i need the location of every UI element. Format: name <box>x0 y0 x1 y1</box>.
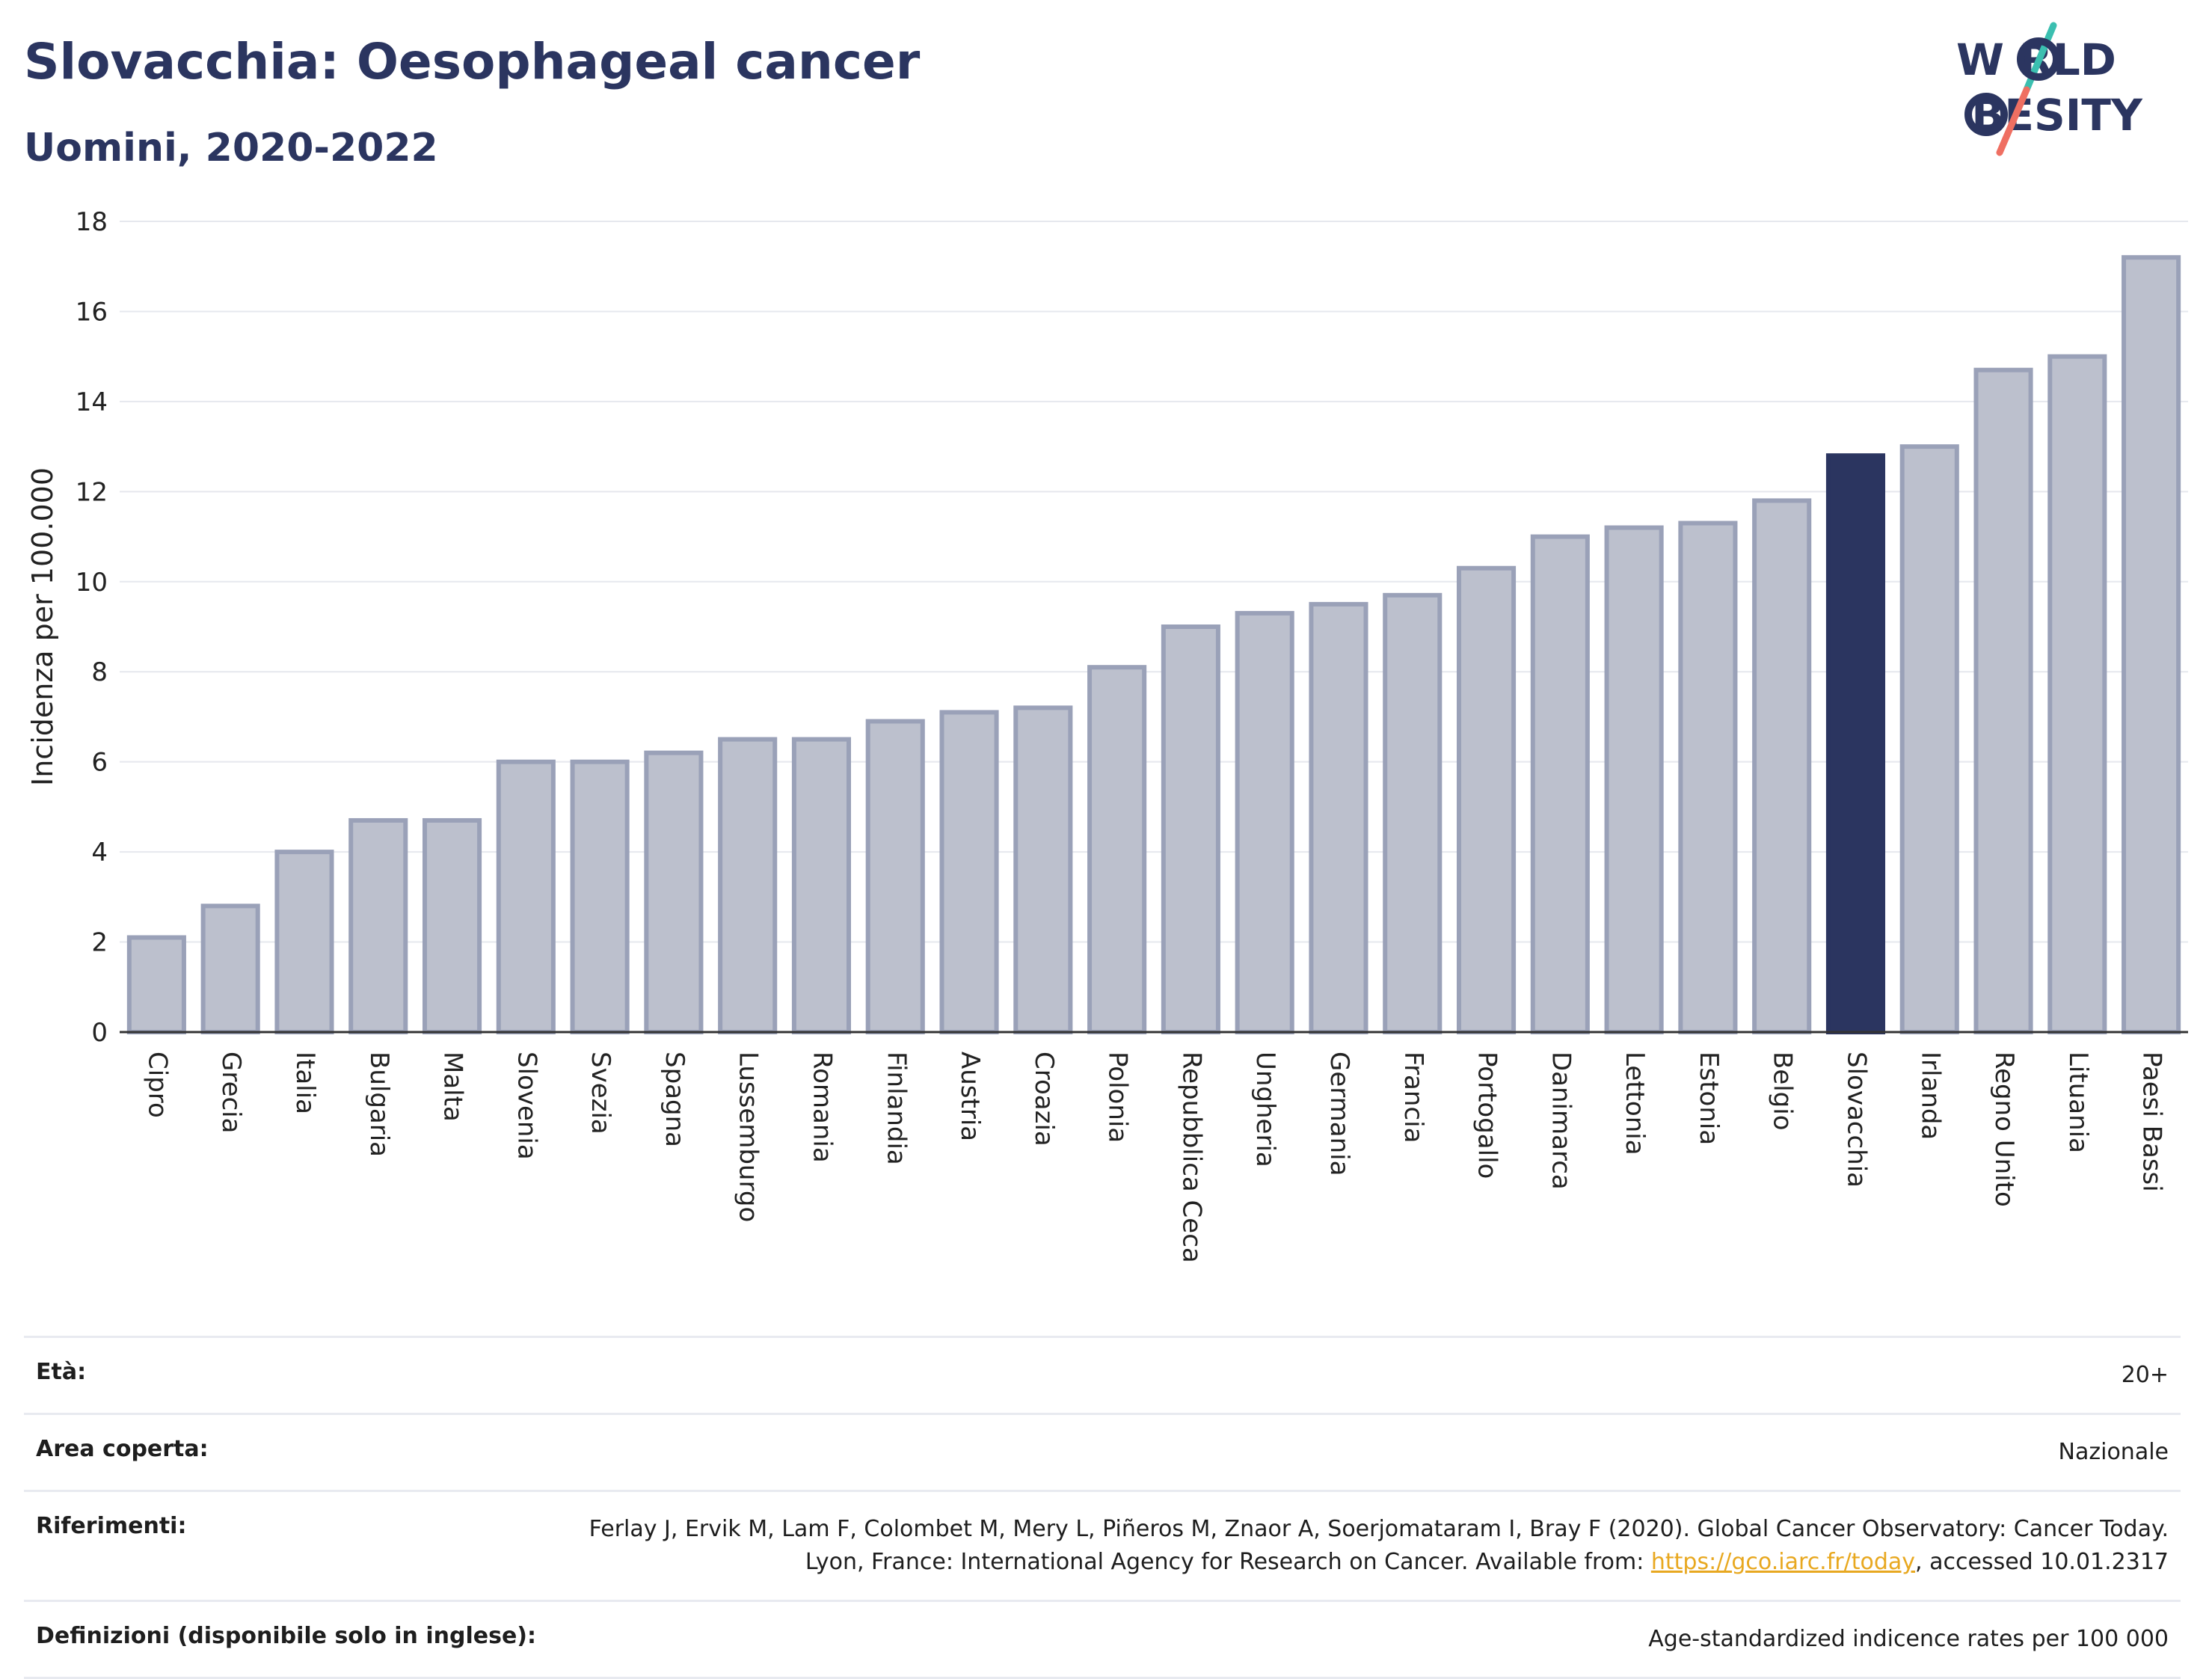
y-tick-label: 18 <box>76 207 108 237</box>
y-tick-label: 8 <box>91 657 108 687</box>
bar <box>939 710 999 1035</box>
info-table: Età: 20+ Area coperta: Nazionale Riferim… <box>24 1336 2181 1679</box>
bar-chart: 0 2 4 6 8 10 12 14 16 18 Incidenza per 100.000 Cipr… <box>26 207 2188 1263</box>
x-tick-label: Malta <box>438 1052 468 1122</box>
bar <box>1973 367 2033 1034</box>
definitions-label: Definizioni (disponibile solo in inglese… <box>36 1623 536 1649</box>
bar <box>126 935 186 1034</box>
x-tick-label: Cipro <box>142 1052 172 1118</box>
x-tick-label: Repubblica Ceca <box>1176 1052 1206 1263</box>
x-tick-label: Belgio <box>1768 1052 1798 1131</box>
area-label: Area coperta: <box>36 1436 209 1462</box>
bar <box>1604 525 1664 1034</box>
age-label: Età: <box>36 1359 87 1385</box>
bar <box>2122 255 2181 1035</box>
bar <box>422 817 482 1034</box>
x-tick-label: Spagna <box>660 1052 689 1147</box>
bar <box>200 903 260 1035</box>
y-tick-label: 16 <box>76 297 108 327</box>
x-tick-label: Portogallo <box>1472 1052 1502 1179</box>
x-tick-label: Grecia <box>216 1052 246 1133</box>
x-tick-label: Irlanda <box>1915 1052 1945 1140</box>
x-tick-label: Romania <box>807 1052 837 1163</box>
x-tick-label: Slovacchia <box>1841 1052 1871 1188</box>
y-tick-label: 10 <box>76 568 108 598</box>
bar <box>865 719 925 1034</box>
x-tick-label: Ungheria <box>1250 1052 1280 1167</box>
info-row-definitions: Definizioni (disponibile solo in inglese… <box>24 1600 2181 1679</box>
x-tick-label: Finlandia <box>881 1052 911 1165</box>
x-tick-label: Paesi Bassi <box>2137 1052 2167 1192</box>
references-value: Ferlay J, Ervik M, Lam F, Colombet M, Me… <box>568 1513 2169 1579</box>
bar <box>644 750 704 1034</box>
age-value: 20+ <box>2121 1362 2169 1388</box>
y-tick-label: 4 <box>91 838 108 868</box>
y-axis-label: Incidenza per 100.000 <box>26 467 59 786</box>
x-tick-label: Lituania <box>2063 1052 2093 1153</box>
page-title: Slovacchia: Oesophageal cancer <box>24 33 921 90</box>
x-tick-label: Austria <box>955 1052 985 1141</box>
references-text-1: Ferlay J, Ervik M, Lam F, Colombet M, Me… <box>589 1516 2169 1575</box>
bar <box>570 759 630 1035</box>
bar <box>1235 610 1294 1034</box>
bar <box>1013 705 1073 1035</box>
logo-o-ring-1 <box>2017 37 2060 81</box>
x-tick-label: Regno Unito <box>1989 1052 2019 1207</box>
x-tick-label: Francia <box>1398 1052 1428 1143</box>
info-row-references: Riferimenti: Ferlay J, Ervik M, Lam F, C… <box>24 1490 2181 1600</box>
world-obesity-logo: W RLD BESITY <box>1956 22 2143 156</box>
x-tick-label: Italia <box>290 1052 320 1114</box>
y-tick-label: 0 <box>91 1018 108 1048</box>
bar <box>1383 592 1443 1034</box>
bar <box>1309 601 1368 1034</box>
y-tick-label: 12 <box>76 477 108 507</box>
bar <box>348 817 408 1034</box>
bar <box>1752 498 1812 1034</box>
info-row-area: Area coperta: Nazionale <box>24 1413 2181 1490</box>
x-tick-label: Estonia <box>1694 1052 1724 1145</box>
x-tick-label: Bulgaria <box>364 1052 394 1157</box>
definitions-value: Age-standardized indicence rates per 100… <box>1648 1626 2169 1652</box>
logo-slash-bottom <box>1996 86 2030 156</box>
logo-o-ring-2 <box>1964 93 2008 136</box>
bar <box>1161 624 1220 1034</box>
y-tick-label: 2 <box>91 928 108 958</box>
area-value: Nazionale <box>2058 1439 2169 1465</box>
page-subtitle: Uomini, 2020-2022 <box>24 126 438 171</box>
y-tick-label: 6 <box>91 748 108 778</box>
bar <box>1678 521 1738 1034</box>
x-tick-label: Slovenia <box>511 1052 541 1160</box>
y-tick-label: 14 <box>76 387 108 417</box>
bar <box>1087 665 1147 1034</box>
info-row-age: Età: 20+ <box>24 1336 2181 1413</box>
bar <box>718 737 778 1034</box>
bar <box>2047 354 2107 1034</box>
bar-highlighted <box>1825 453 1886 1034</box>
x-tick-label: Lettonia <box>1620 1052 1650 1155</box>
references-link[interactable]: https://gco.iarc.fr/today <box>1650 1549 1916 1575</box>
references-text-2: , accessed 10.01.2317 <box>1915 1549 2169 1575</box>
bar <box>1530 534 1590 1034</box>
bar <box>274 850 334 1034</box>
bar <box>1899 444 1959 1034</box>
x-tick-label: Croazia <box>1029 1052 1059 1147</box>
x-tick-label: Lussemburgo <box>734 1052 764 1222</box>
bar <box>791 737 852 1034</box>
x-tick-label: Polonia <box>1103 1052 1133 1143</box>
x-tick-label: Danimarca <box>1546 1052 1576 1190</box>
x-tick-label: Svezia <box>586 1052 615 1135</box>
references-label: Riferimenti: <box>36 1513 187 1539</box>
x-tick-label: Germania <box>1324 1052 1354 1176</box>
bar <box>1456 565 1517 1034</box>
bar <box>496 759 556 1035</box>
